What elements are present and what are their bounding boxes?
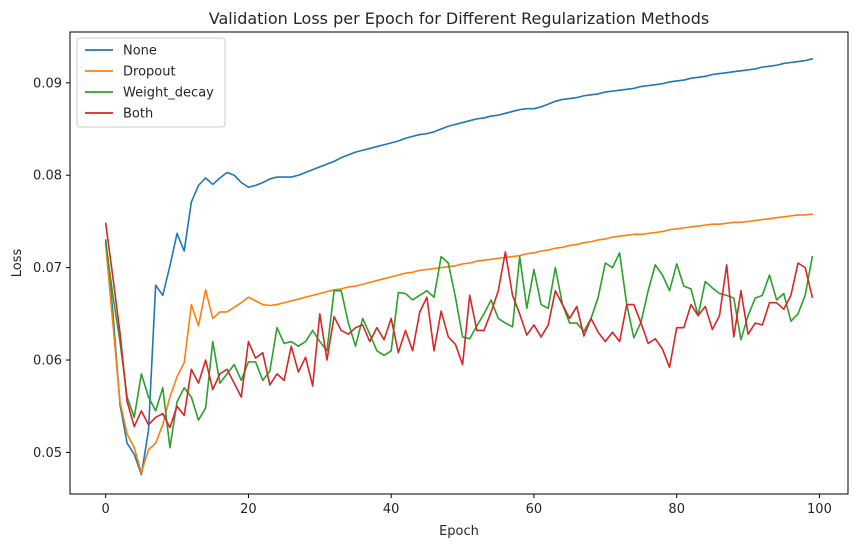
x-tick-label: 40 [383, 502, 400, 517]
legend-label: Both [123, 107, 153, 122]
x-tick-label: 80 [668, 502, 685, 517]
legend-label: Weight_decay [123, 86, 214, 101]
series-line-weight-decay [104, 240, 814, 449]
y-tick-label: 0.09 [33, 76, 62, 91]
y-tick-label: 0.08 [33, 169, 62, 184]
legend-label: None [123, 44, 157, 59]
series-line-both [104, 222, 814, 429]
y-axis: 0.05 0.06 0.07 0.08 0.09 [33, 76, 70, 461]
plot-frame [69, 31, 849, 495]
x-tick-label: 100 [807, 502, 832, 517]
legend-label: Dropout [123, 65, 176, 80]
x-axis-label: Epoch [439, 524, 479, 539]
series-line-dropout [104, 213, 814, 474]
y-tick-label: 0.06 [33, 354, 62, 369]
legend-box [76, 37, 226, 128]
x-tick-label: 60 [526, 502, 543, 517]
y-tick-label: 0.05 [33, 446, 62, 461]
series-line-none [104, 57, 814, 476]
x-axis: 0 20 40 60 80 100 [102, 494, 832, 517]
y-axis-label: Loss [10, 249, 25, 278]
x-tick-label: 20 [240, 502, 257, 517]
legend: None Dropout Weight_decay Both [76, 37, 226, 128]
series-layer [104, 57, 814, 476]
x-tick-label: 0 [102, 502, 110, 517]
chart-title: Validation Loss per Epoch for Different … [209, 9, 709, 28]
plot-area [69, 31, 849, 495]
y-tick-label: 0.07 [33, 261, 62, 276]
